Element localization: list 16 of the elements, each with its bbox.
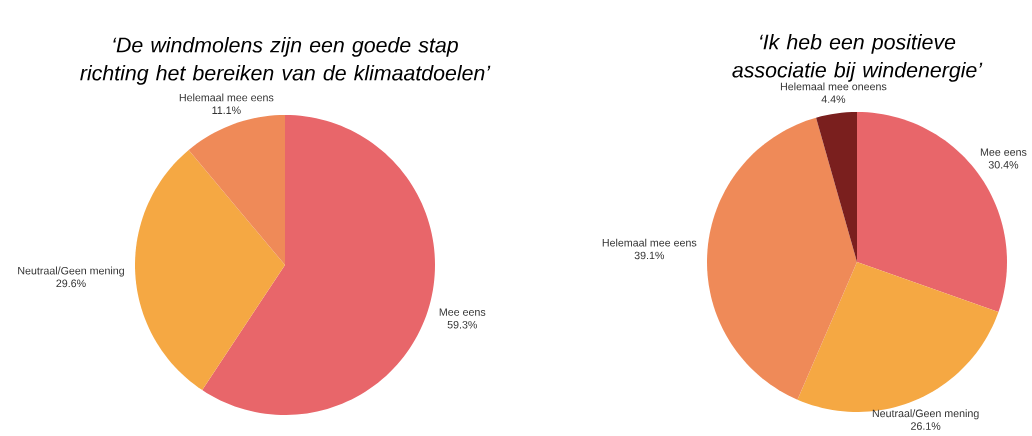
data-label: 29.6%	[56, 279, 86, 288]
slice-label: Helemaal mee eens	[602, 238, 697, 247]
data-label: 26.1%	[911, 422, 941, 430]
data-label: 11.1%	[212, 106, 241, 114]
slice-label: Neutraal/Geen mening	[18, 266, 124, 277]
chart-title: ‘Ik heb een positieve associatie bij windenergie’	[732, 33, 983, 82]
slice-label: Helemaal mee oneens	[780, 82, 887, 91]
data-label: 59.3%	[447, 320, 478, 329]
data-label: 4.4%	[821, 95, 846, 103]
slice-label: Neutraal/Geen mening	[872, 409, 979, 420]
slice-label: Helemaal mee eens	[179, 93, 274, 102]
slice-label: Mee eens	[980, 148, 1027, 156]
data-label: 39.1%	[634, 251, 665, 260]
chart-title: ‘De windmolens zijn een goede stap richting het bereiken van de klimaatdoelen’	[80, 36, 491, 85]
slice-label: Mee eens	[439, 308, 486, 316]
data-label: 30.4%	[988, 161, 1019, 169]
